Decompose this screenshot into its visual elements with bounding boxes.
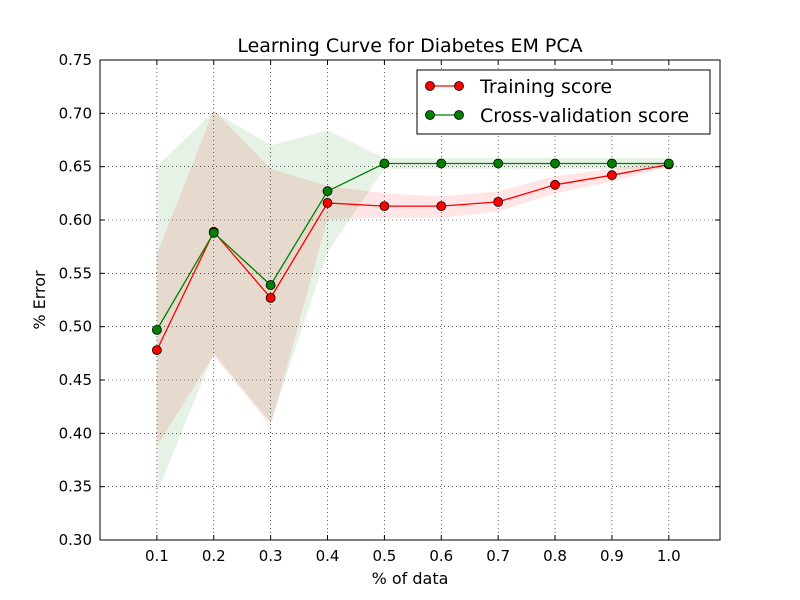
legend: Training score Cross-validation score <box>416 69 711 135</box>
cv-score-point <box>493 158 504 169</box>
x-tick-label: 1.0 <box>657 547 681 565</box>
y-tick-label: 0.50 <box>59 318 92 336</box>
y-tick-label: 0.75 <box>59 51 92 69</box>
training-score-point <box>550 179 560 190</box>
training-score-band <box>156 110 669 447</box>
series-points <box>151 158 674 356</box>
x-tick-label: 0.2 <box>202 547 226 565</box>
legend-marker-training <box>454 81 464 91</box>
x-tick-label: 0.6 <box>429 547 453 565</box>
cv-score-point <box>151 324 162 335</box>
cv-score-point <box>322 186 333 197</box>
x-tick-label: 0.5 <box>372 547 396 565</box>
confidence-bands <box>156 110 669 494</box>
cv-score-point <box>208 227 219 238</box>
training-score-point <box>607 170 617 181</box>
x-tick-labels: 0.1 0.2 0.3 0.4 0.5 0.6 0.7 0.8 0.9 1.0 <box>145 547 681 565</box>
cv-score-point <box>379 158 390 169</box>
cv-score-point <box>663 158 674 169</box>
cv-score-point <box>550 158 560 169</box>
training-score-point <box>151 345 162 356</box>
legend-marker-training <box>425 81 435 91</box>
y-tick-label: 0.70 <box>59 104 92 122</box>
cv-score-band <box>156 111 669 494</box>
x-tick-label: 0.4 <box>316 547 340 565</box>
legend-box <box>416 69 711 135</box>
plot-frame <box>99 59 721 541</box>
training-score-point <box>265 292 276 303</box>
legend-marker-cv <box>454 110 464 120</box>
y-tick-label: 0.55 <box>59 264 92 282</box>
legend-label-training: Training score <box>479 76 612 98</box>
x-axis-label: % of data <box>372 569 449 588</box>
y-axis-label: % Error <box>30 270 49 330</box>
cv-score-point <box>436 158 447 169</box>
x-tick-label: 0.3 <box>259 547 283 565</box>
grid-lines <box>100 60 720 540</box>
y-tick-label: 0.65 <box>59 158 92 176</box>
y-tick-label: 0.40 <box>59 424 92 442</box>
axis-ticks <box>100 59 720 541</box>
training-score-point <box>322 198 333 208</box>
x-tick-label: 0.9 <box>600 547 624 565</box>
training-score-line <box>156 163 669 351</box>
legend-marker-cv <box>425 110 435 120</box>
y-tick-labels: 0.30 0.35 0.40 0.45 0.50 0.55 0.60 0.65 0.70 0.75 <box>59 51 92 549</box>
training-score-point <box>379 201 390 212</box>
legend-label-cv: Cross-validation score <box>480 105 689 127</box>
y-tick-label: 0.45 <box>59 371 92 389</box>
training-score-point <box>493 196 504 207</box>
y-tick-label: 0.35 <box>59 478 92 496</box>
x-tick-label: 0.8 <box>543 547 567 565</box>
x-tick-label: 0.7 <box>486 547 510 565</box>
training-score-point <box>436 201 447 212</box>
y-tick-label: 0.30 <box>59 531 92 549</box>
y-tick-label: 0.60 <box>59 211 92 229</box>
series-lines <box>156 162 669 351</box>
cv-score-point <box>607 158 617 169</box>
chart-title: Learning Curve for Diabetes EM PCA <box>237 35 582 57</box>
cv-score-point <box>265 280 276 290</box>
cv-score-line <box>156 162 669 331</box>
x-tick-label: 0.1 <box>145 547 169 565</box>
